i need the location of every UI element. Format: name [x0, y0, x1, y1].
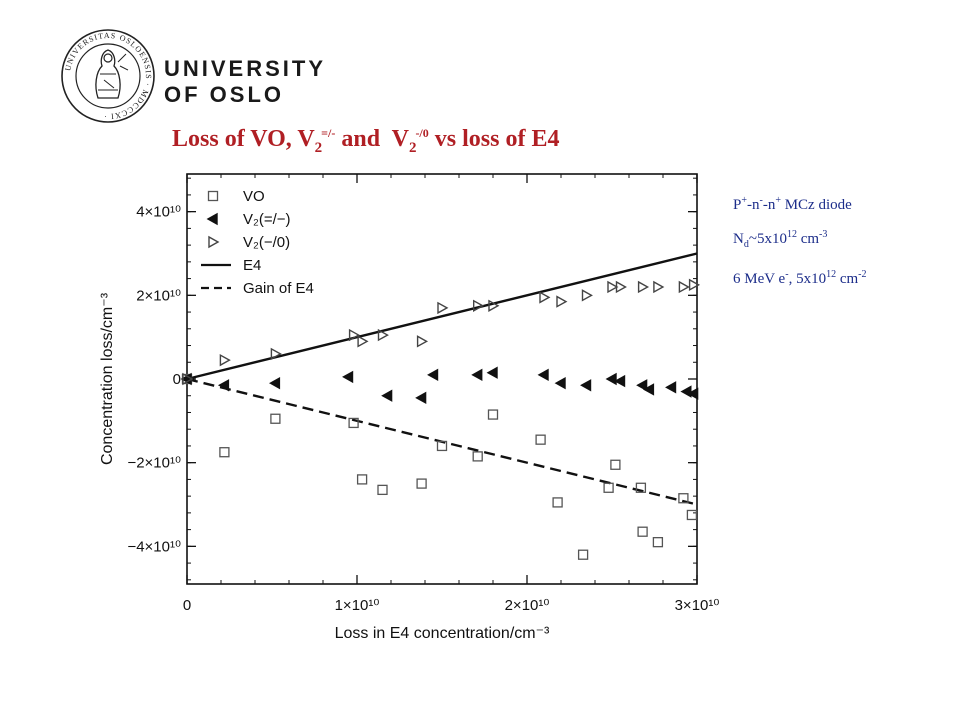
v2-minus-zero-point: [678, 280, 690, 294]
scatter-chart: 0 1×10¹⁰ 2×10¹⁰ 3×10¹⁰ 4×10¹⁰ 2×10¹⁰ 0 −2×10¹⁰ −…: [99, 173, 720, 642]
university-name: UNIVERSITY OF OSLO: [164, 56, 326, 108]
x-tick-label: 2×10¹⁰: [505, 597, 550, 614]
vo-point: [686, 509, 698, 521]
university-name-line2: OF OSLO: [164, 82, 284, 107]
v2-double-minus-point: [381, 389, 393, 402]
v2-double-minus-point: [605, 372, 617, 386]
v2-double-minus-point: [537, 368, 549, 382]
vo-point: [348, 417, 359, 429]
title-part2: and V: [335, 126, 409, 152]
y-tick-label: 4×10¹⁰: [136, 204, 181, 221]
v2-minus-zero-point: [615, 280, 627, 294]
title-sub1: 2: [314, 140, 323, 156]
vo-point: [552, 497, 563, 508]
vo-point: [652, 537, 664, 548]
v2-minus-zero-point: [348, 328, 361, 342]
v2-minus-zero-point: [488, 299, 500, 312]
v2-double-minus-point: [486, 366, 498, 379]
info-irradiation: 6 MeV e-, 5x1012 cm-2: [733, 269, 867, 287]
v2-minus-zero-point: [473, 299, 485, 312]
v2-minus-zero-point: [357, 335, 369, 348]
vo-point: [416, 478, 427, 489]
vo-point: [436, 440, 448, 452]
x-axis-label: Loss in E4 concentration/cm⁻³: [335, 625, 550, 642]
y-tick-label: 2×10¹⁰: [136, 287, 181, 304]
vo-point: [610, 459, 621, 470]
title-sup2: -/0: [415, 126, 429, 140]
vo-point: [577, 549, 589, 560]
x-tick-label: 0: [183, 597, 191, 614]
legend-label: Gain of E4: [243, 280, 314, 297]
v2-double-minus-point: [415, 391, 427, 405]
y-tick-label: −4×10¹⁰: [127, 538, 181, 555]
v2-minus-zero-point: [539, 291, 551, 304]
v2-double-minus-point: [342, 370, 354, 384]
v2-double-minus-point: [636, 379, 648, 392]
university-name-line1: UNIVERSITY: [164, 56, 327, 81]
v2-double-minus-point: [554, 376, 566, 390]
university-seal-logo: UNIVERSITAS OSLOENSIS · MDCCCXI ·: [61, 29, 155, 123]
v2-double-minus-point: [580, 379, 592, 392]
vo-point: [472, 451, 483, 462]
legend-label: V₂(−/0): [243, 234, 290, 251]
v2-double-minus-point: [665, 381, 677, 394]
sample-info: P+-n--n+ MCz diode Nd~5x1012 cm-3 6 MeV …: [733, 186, 866, 294]
legend-label: E4: [243, 257, 261, 274]
v2-double-minus-point: [427, 368, 439, 382]
v2-minus-zero-point: [688, 278, 701, 292]
v2-minus-zero-point: [581, 289, 593, 302]
v2-minus-zero-point: [637, 280, 650, 294]
v2-double-minus-point: [680, 385, 692, 398]
legend-label: VO: [243, 188, 265, 205]
x-tick-label: 1×10¹⁰: [335, 597, 380, 614]
vo-point: [635, 482, 647, 493]
vo-point: [603, 482, 614, 493]
info-doping: Nd~5x1012 cm-3: [733, 229, 828, 250]
e4-line: [186, 252, 698, 381]
v2-minus-zero-point: [377, 328, 389, 342]
y-tick-label: −2×10¹⁰: [127, 455, 181, 472]
vo-point: [356, 474, 368, 485]
v2-minus-zero-point: [607, 280, 619, 294]
y-tick-label: 0: [173, 371, 181, 388]
v2-minus-zero-point: [219, 353, 231, 367]
v2-minus-zero-point: [270, 347, 282, 361]
y-axis-label: Concentration loss/cm⁻³: [99, 292, 116, 465]
v2-minus-zero-point: [416, 335, 429, 348]
vo-point: [487, 409, 499, 420]
legend-v2-double-minus-point-key: [206, 212, 218, 226]
title-sub2: 2: [408, 140, 417, 156]
v2-minus-zero-point: [653, 280, 665, 294]
v2-double-minus-point: [268, 376, 281, 390]
vo-point: [678, 493, 689, 504]
title-sup1: =/-: [321, 126, 336, 140]
v2-double-minus-point: [687, 387, 699, 400]
vo-point: [535, 434, 546, 445]
vo-point: [270, 413, 281, 424]
info-diode-type: P+-n--n+ MCz diode: [733, 195, 852, 213]
legend-vo-point-key: [207, 190, 219, 202]
x-tick-label: 3×10¹⁰: [675, 597, 720, 614]
v2-minus-zero-point: [182, 372, 194, 386]
v2-double-minus-point: [471, 368, 483, 382]
title-part3: vs loss of E4: [428, 126, 560, 152]
legend-v2-minus-zero-point-key: [208, 235, 220, 249]
v2-double-minus-point: [217, 379, 230, 392]
v2-double-minus-point: [642, 383, 655, 396]
title-part1: Loss of VO, V: [172, 126, 315, 152]
legend-label: V₂(=/−): [243, 211, 291, 228]
vo-point: [219, 447, 230, 458]
slide-title: Loss of VO, V2=/- and V2-/0 vs loss of E…: [172, 126, 559, 157]
vo-point: [377, 484, 388, 496]
v2-minus-zero-point: [437, 301, 449, 315]
v2-double-minus-point: [614, 374, 626, 388]
v2-minus-zero-point: [556, 295, 568, 308]
vo-point: [637, 526, 648, 537]
